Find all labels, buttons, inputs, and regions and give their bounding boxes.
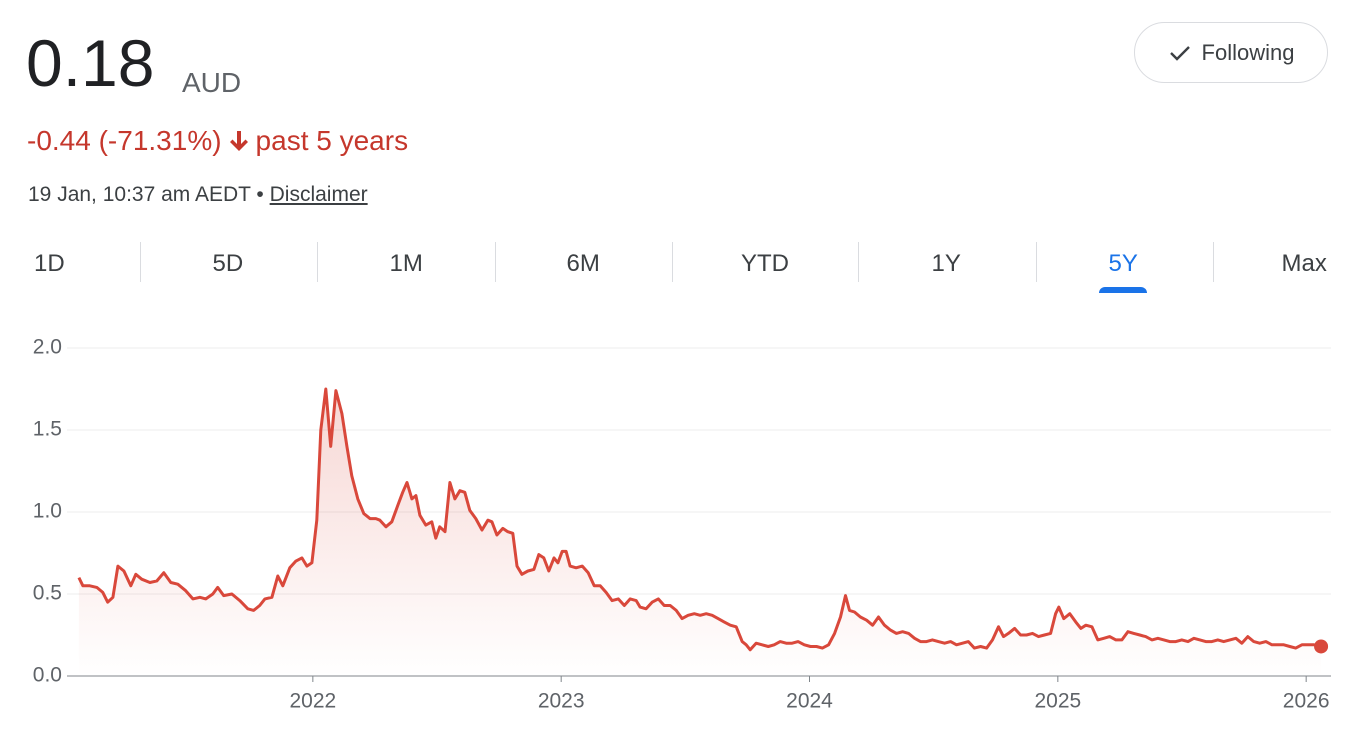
range-tab[interactable]: 1M (389, 250, 423, 277)
tab-separator (858, 242, 859, 282)
range-tab[interactable]: 5Y (1108, 250, 1138, 277)
y-tick-label: 1.0 (33, 500, 62, 523)
tab-separator (1213, 242, 1214, 282)
x-tick-label: 2024 (786, 690, 833, 713)
y-tick-label: 0.0 (33, 664, 62, 687)
disclaimer-link[interactable]: Disclaimer (269, 183, 368, 206)
range-tabs: 1D 5D 1M 6M YTD 1Y 5Y Max (0, 240, 1366, 296)
x-tick-label: 2023 (538, 690, 585, 713)
tab-separator (317, 242, 318, 282)
y-tick-label: 1.5 (33, 418, 62, 441)
range-tab[interactable]: Max (1281, 250, 1327, 277)
y-tick-label: 2.0 (33, 336, 62, 359)
change-line: -0.44 (-71.31%) past 5 years (27, 125, 408, 157)
tab-separator (1036, 242, 1037, 282)
range-tab[interactable]: 5D (212, 250, 244, 277)
x-tick-label: 2022 (289, 690, 336, 713)
x-tick-label: 2026 (1283, 690, 1330, 713)
period: past 5 years (255, 125, 409, 156)
timestamp: 19 Jan, 10:37 am AEDT • (28, 183, 264, 206)
range-tab[interactable]: 1Y (931, 250, 961, 277)
x-tick-label: 2025 (1034, 690, 1081, 713)
tab-separator (672, 242, 673, 282)
range-tab[interactable]: 6M (566, 250, 600, 277)
check-icon (1169, 45, 1190, 61)
price: 0.18 (26, 26, 155, 100)
button-label: Following (1201, 39, 1295, 65)
y-tick-label: 0.5 (33, 582, 62, 605)
area (78, 389, 1322, 676)
tab-separator (140, 242, 141, 282)
currency: AUD (182, 67, 242, 98)
active-tab-indicator (1099, 287, 1147, 293)
chart: 0.0 0.5 1.0 1.5 2.0 2022 2023 2024 2025 2026 (33, 336, 1331, 713)
down-arrow-icon (229, 131, 248, 151)
timestamp-line: 19 Jan, 10:37 am AEDT • Disclaimer (28, 183, 368, 207)
change: -0.44 (-71.31%) (27, 125, 222, 156)
following-button[interactable]: Following (1134, 22, 1328, 83)
tab-separator (495, 242, 496, 282)
range-tab[interactable]: YTD (741, 250, 789, 277)
last-point (1314, 639, 1329, 654)
line (77, 387, 1322, 652)
range-tab[interactable]: 1D (34, 250, 65, 277)
